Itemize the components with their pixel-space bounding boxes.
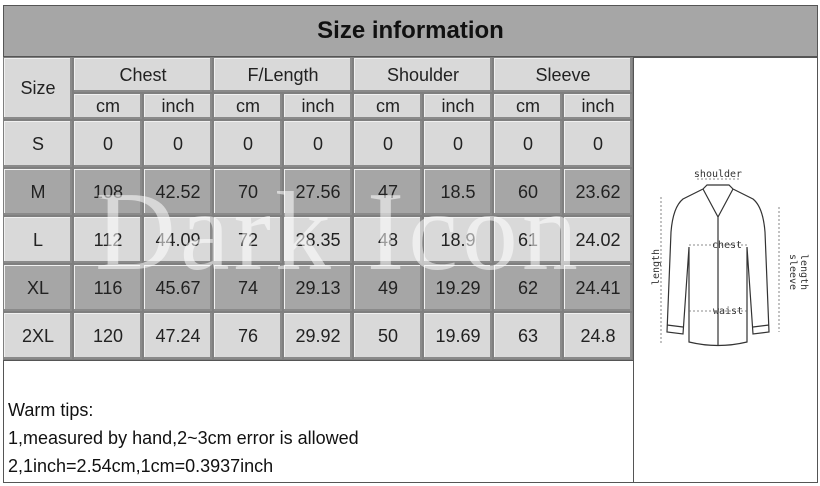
group-header: Shoulder (353, 57, 493, 93)
diagram-box (633, 57, 818, 483)
value-cell: 29.13 (283, 264, 353, 312)
value-cell: 0 (563, 120, 633, 168)
value-cell: 23.62 (563, 168, 633, 216)
value-cell: 108 (73, 168, 143, 216)
tip-line: 2,1inch=2.54cm,1cm=0.3937inch (8, 456, 274, 476)
value-cell: 24.02 (563, 216, 633, 264)
label-shoulder: shoulder (694, 169, 742, 180)
value-cell: 0 (493, 120, 563, 168)
group-header: Sleeve (493, 57, 633, 93)
size-header: Size (3, 57, 73, 120)
label-sleeve-length: length (798, 254, 809, 290)
shirt-diagram: shoulder chest waist length sleeve lengt… (651, 169, 809, 347)
value-cell: 18.9 (423, 216, 493, 264)
value-cell: 28.35 (283, 216, 353, 264)
value-cell: 0 (213, 120, 283, 168)
value-cell: 0 (283, 120, 353, 168)
value-cell: 27.56 (283, 168, 353, 216)
size-cell: S (3, 120, 73, 168)
unit-header: cm (353, 93, 423, 120)
value-cell: 47 (353, 168, 423, 216)
value-cell: 74 (213, 264, 283, 312)
value-cell: 63 (493, 312, 563, 360)
value-cell: 76 (213, 312, 283, 360)
size-cell: XL (3, 264, 73, 312)
label-length: length (651, 249, 662, 285)
value-cell: 0 (143, 120, 213, 168)
measure-lines (660, 178, 780, 345)
value-cell: 49 (353, 264, 423, 312)
tip-heading: Warm tips: (8, 400, 94, 420)
value-cell: 50 (353, 312, 423, 360)
value-cell: 18.5 (423, 168, 493, 216)
unit-header: cm (213, 93, 283, 120)
value-cell: 29.92 (283, 312, 353, 360)
value-cell: 0 (423, 120, 493, 168)
value-cell: 19.69 (423, 312, 493, 360)
unit-header: inch (283, 93, 353, 120)
value-cell: 42.52 (143, 168, 213, 216)
unit-header: cm (73, 93, 143, 120)
size-cell: 2XL (3, 312, 73, 360)
unit-header: inch (423, 93, 493, 120)
group-header: Chest (73, 57, 213, 93)
value-cell: 19.29 (423, 264, 493, 312)
value-cell: 0 (353, 120, 423, 168)
label-chest: chest (712, 240, 742, 251)
label-waist: waist (713, 306, 743, 317)
unit-header: inch (563, 93, 633, 120)
value-cell: 44.09 (143, 216, 213, 264)
label-sleeve: sleeve (787, 254, 798, 290)
value-cell: 120 (73, 312, 143, 360)
value-cell: 112 (73, 216, 143, 264)
value-cell: 116 (73, 264, 143, 312)
value-cell: 24.8 (563, 312, 633, 360)
value-cell: 0 (73, 120, 143, 168)
group-header: F/Length (213, 57, 353, 93)
unit-header: inch (143, 93, 213, 120)
title-bar: Size information (3, 5, 818, 57)
value-cell: 60 (493, 168, 563, 216)
value-cell: 47.24 (143, 312, 213, 360)
value-cell: 70 (213, 168, 283, 216)
value-cell: 48 (353, 216, 423, 264)
title: Size information (317, 17, 504, 44)
shirt-outline (666, 184, 770, 347)
value-cell: 45.67 (143, 264, 213, 312)
tip-line: 1,measured by hand,2~3cm error is allowe… (8, 428, 359, 448)
value-cell: 72 (213, 216, 283, 264)
size-cell: L (3, 216, 73, 264)
value-cell: 62 (493, 264, 563, 312)
value-cell: 24.41 (563, 264, 633, 312)
value-cell: 61 (493, 216, 563, 264)
unit-header: cm (493, 93, 563, 120)
size-cell: M (3, 168, 73, 216)
